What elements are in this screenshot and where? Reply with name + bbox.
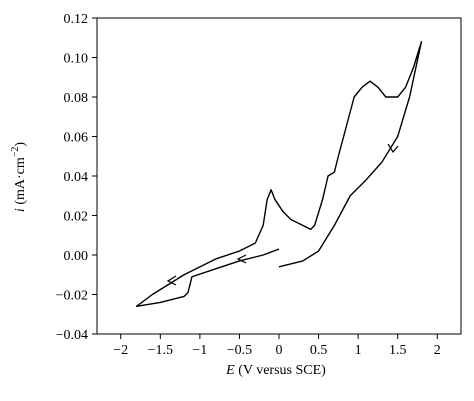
x-label-rest: (V versus SCE)	[238, 363, 326, 378]
cv-curve	[135, 41, 423, 308]
x-tick-label: 2	[434, 343, 441, 358]
x-axis-label: E (V versus SCE)	[225, 363, 326, 378]
y-tick-label: 0.12	[64, 12, 89, 27]
y-tick-label: 0.08	[64, 91, 89, 106]
y-tick-label: −0.02	[56, 289, 88, 304]
x-tick-label: 0.5	[310, 343, 328, 358]
y-tick-label: 0.04	[64, 170, 89, 185]
y-label-exponent: −2	[10, 147, 21, 158]
y-axis-label: i (mA·cm−2)	[10, 142, 28, 212]
y-tick-label: 0.10	[64, 52, 89, 67]
y-tick-label: 0.06	[64, 131, 89, 146]
plot-frame	[96, 17, 462, 335]
x-tick-label: −0.5	[227, 343, 252, 358]
y-label-close: )	[13, 142, 28, 147]
y-label-unit: (mA·cm	[13, 157, 28, 205]
y-tick-label: 0.02	[64, 210, 89, 225]
y-tick-label: 0.00	[64, 249, 89, 264]
x-label-symbol: E	[225, 363, 235, 378]
y-label-symbol: i	[13, 208, 28, 212]
direction-arrow	[166, 275, 177, 286]
y-tick-label: −0.04	[56, 328, 88, 343]
x-tick-label: 1.5	[389, 343, 407, 358]
direction-arrow	[236, 254, 247, 264]
x-tick-label: −2	[113, 343, 128, 358]
x-tick-label: −1.5	[148, 343, 173, 358]
x-tick-label: 0	[276, 343, 283, 358]
x-tick-label: 1	[355, 343, 362, 358]
x-tick-label: −1	[192, 343, 207, 358]
direction-arrow	[387, 143, 399, 154]
